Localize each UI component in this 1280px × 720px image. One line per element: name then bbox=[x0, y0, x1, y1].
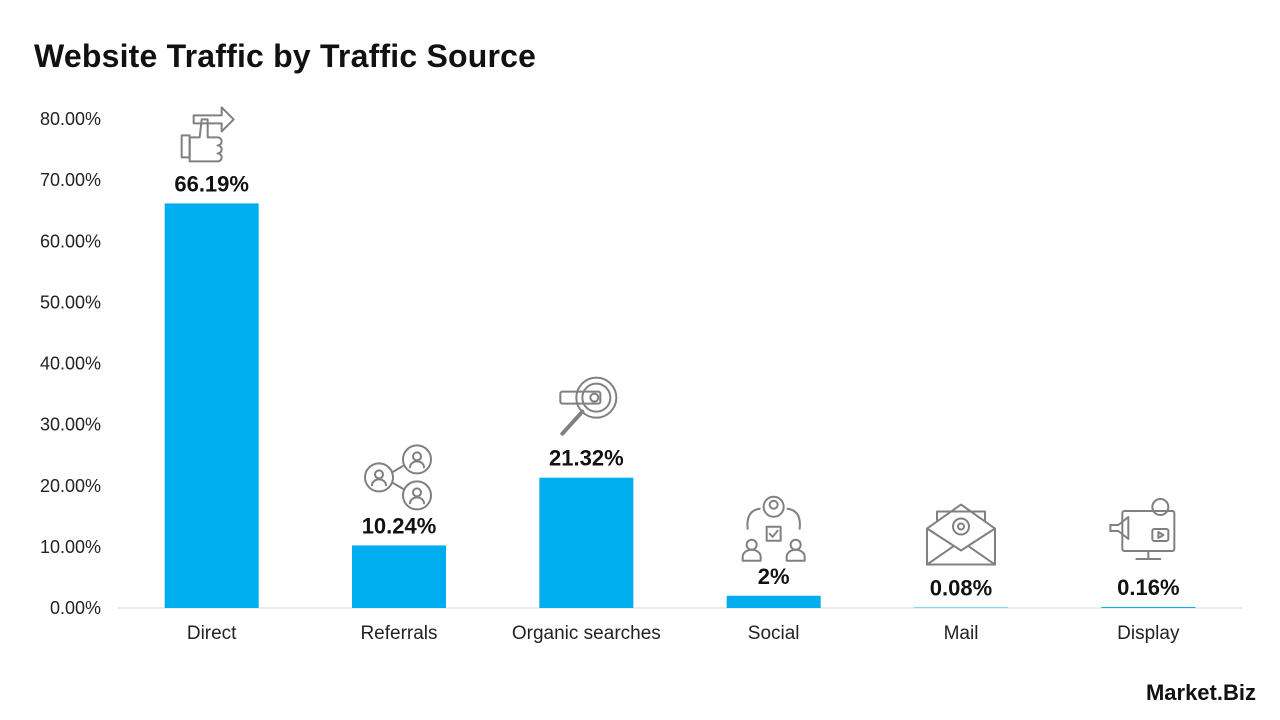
data-label: 2% bbox=[758, 564, 790, 589]
data-label: 21.32% bbox=[549, 446, 624, 471]
bar bbox=[164, 203, 259, 608]
x-tick-label: Direct bbox=[187, 623, 237, 644]
logo-text-biz: Biz bbox=[1223, 680, 1256, 705]
y-tick-label: 70.00% bbox=[40, 170, 101, 190]
y-tick-label: 20.00% bbox=[40, 476, 101, 496]
brand-logo: Market . Biz bbox=[1146, 680, 1256, 706]
x-tick-label: Mail bbox=[944, 623, 979, 644]
y-tick-label: 50.00% bbox=[40, 292, 101, 312]
x-tick-label: Display bbox=[1117, 623, 1180, 644]
data-label: 0.08% bbox=[930, 576, 992, 601]
bar bbox=[352, 545, 446, 608]
y-tick-label: 80.00% bbox=[40, 109, 101, 129]
data-label: 66.19% bbox=[174, 171, 249, 196]
search-magnifier-icon bbox=[559, 376, 618, 436]
chart-title: Website Traffic by Traffic Source bbox=[34, 38, 537, 74]
y-tick-label: 30.00% bbox=[40, 415, 101, 435]
thumbs-up-direction-icon bbox=[180, 106, 235, 163]
y-tick-label: 10.00% bbox=[40, 537, 101, 557]
mail-envelope-icon bbox=[926, 503, 996, 566]
display-monitor-icon bbox=[1109, 498, 1176, 561]
x-tick-label: Referrals bbox=[360, 623, 437, 644]
data-label: 0.16% bbox=[1117, 575, 1179, 600]
y-tick-label: 60.00% bbox=[40, 231, 101, 251]
logo-text-market: Market bbox=[1145, 680, 1217, 705]
referral-network-icon bbox=[364, 444, 432, 511]
y-tick-label: 40.00% bbox=[40, 354, 101, 374]
data-label: 10.24% bbox=[362, 513, 437, 538]
bar bbox=[539, 477, 634, 608]
social-people-icon bbox=[741, 495, 806, 562]
y-tick-label: 0.00% bbox=[50, 598, 101, 618]
x-tick-label: Organic searches bbox=[512, 623, 661, 644]
x-tick-label: Social bbox=[748, 623, 800, 644]
logo-dot: . bbox=[1216, 680, 1223, 705]
bar bbox=[726, 595, 821, 608]
bar bbox=[1101, 607, 1196, 608]
